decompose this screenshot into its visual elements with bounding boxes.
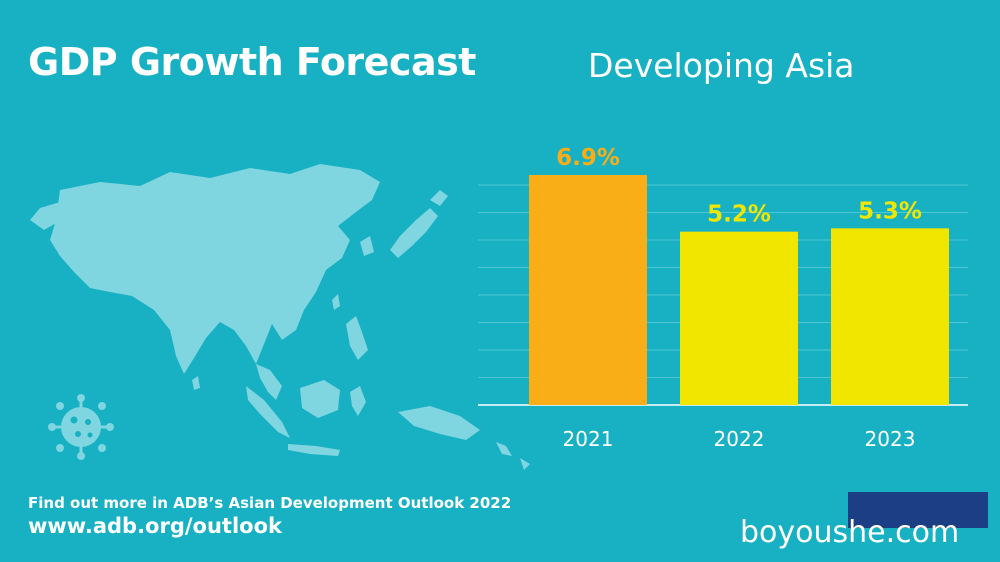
map-sri-lanka [192, 376, 200, 390]
map-indochina [256, 364, 282, 400]
map-taiwan [332, 294, 340, 310]
footer-text: Find out more in ADB’s Asian Development… [28, 494, 512, 512]
footer-url-link[interactable]: www.adb.org/outlook [28, 514, 282, 538]
map-hokkaido [430, 190, 448, 206]
asia-map-icon [30, 164, 530, 470]
watermark-text: boyoushe.com [740, 515, 960, 550]
map-korea [360, 236, 374, 256]
x-tick-2023: 2023 [865, 427, 916, 451]
map-japan [390, 208, 438, 258]
virus-icon [48, 394, 114, 460]
map-new-guinea [398, 406, 480, 440]
data-label-2023: 5.3% [858, 198, 922, 224]
x-tick-2021: 2021 [563, 427, 614, 451]
map-borneo [300, 380, 340, 418]
bar-2023 [831, 228, 949, 405]
chart-subtitle: Developing Asia [588, 46, 855, 85]
map-sumatra [246, 386, 290, 438]
bar-2022 [680, 231, 798, 405]
bar-2021 [529, 175, 647, 405]
page-title: GDP Growth Forecast [28, 40, 476, 84]
data-label-2022: 5.2% [707, 202, 771, 228]
map-philippines [346, 316, 368, 360]
map-west-region [30, 202, 60, 230]
x-tick-2022: 2022 [714, 427, 765, 451]
data-label-2021: 6.9% [556, 145, 620, 171]
map-java [288, 444, 340, 456]
map-sulawesi [350, 386, 366, 416]
map-islands [496, 442, 530, 470]
watermark-background [848, 492, 988, 528]
map-mainland [50, 164, 380, 374]
